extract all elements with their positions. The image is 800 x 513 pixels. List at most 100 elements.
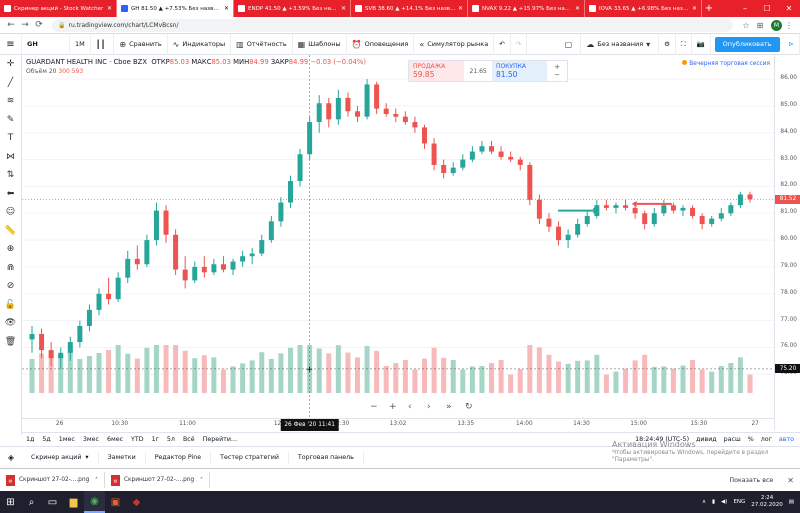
close-tab-icon[interactable]: ✕	[223, 5, 229, 12]
lock-drawing-icon[interactable]: ⊘	[6, 281, 15, 292]
compare-button[interactable]: ⊕ Сравнить	[114, 33, 168, 55]
maximize-icon[interactable]: ☐	[763, 4, 771, 13]
reset-chart-button[interactable]: ↻	[465, 402, 473, 412]
forward-icon[interactable]: →	[21, 20, 29, 30]
eye-icon[interactable]: 👁	[4, 318, 17, 329]
windows-start-icon[interactable]: ⊞	[6, 496, 15, 508]
camera-icon[interactable]: 📷	[692, 33, 711, 55]
bottom-tab[interactable]: Заметки	[99, 451, 146, 464]
new-tab-button[interactable]: +	[704, 3, 714, 14]
redo-icon[interactable]: ↷	[511, 33, 528, 55]
back-arrow-icon[interactable]: ⬅	[6, 188, 15, 199]
price-axis[interactable]: 86.00 85.00 84.00 83.00 82.00 81.00 80.00 79.00…	[774, 55, 800, 430]
undo-icon[interactable]: ↶	[494, 33, 511, 55]
close-tab-icon[interactable]: ✕	[457, 5, 463, 12]
time-axis[interactable]: 2610:3011:0012:0012:3013:0213:3514:0014:…	[22, 418, 774, 431]
ruler-icon[interactable]: 📏	[4, 225, 17, 236]
percent-toggle[interactable]: %	[747, 436, 754, 443]
fullscreen-icon[interactable]: ⛶	[676, 33, 692, 55]
trend-line-icon[interactable]: ╱	[7, 77, 14, 88]
browser-tab[interactable]: NVAX 9.22 ▲ +15.97% Без назван…✕	[468, 0, 585, 17]
quantity-stepper[interactable]: + −	[547, 61, 567, 81]
language-indicator[interactable]: ENG	[733, 499, 746, 505]
pattern-icon[interactable]: ⋈	[6, 151, 15, 162]
notifications-icon[interactable]: ▤	[788, 499, 794, 505]
chart-type-icon[interactable]: ┃┃	[91, 33, 115, 55]
range-button[interactable]: Всё	[182, 436, 195, 443]
close-tab-icon[interactable]: ✕	[106, 5, 112, 12]
volume-icon[interactable]: ◀)	[721, 499, 728, 505]
zoom-out-button[interactable]: −	[370, 402, 378, 412]
range-button[interactable]: 3мес	[82, 436, 99, 443]
close-tab-icon[interactable]: ✕	[691, 5, 697, 12]
range-button[interactable]: 1мес	[58, 436, 75, 443]
scroll-right-button[interactable]: ›	[427, 402, 431, 412]
brush-icon[interactable]: ✎	[6, 114, 15, 125]
prediction-icon[interactable]: ⇅	[6, 170, 15, 181]
alerts-button[interactable]: ⏰ Оповещения	[347, 33, 415, 55]
close-downloads-icon[interactable]: ✕	[787, 475, 794, 485]
bottom-tab[interactable]: Тестер стратегий	[211, 451, 289, 464]
zoom-in-button[interactable]: +	[389, 402, 397, 412]
indicators-button[interactable]: ∿ Индикаторы	[168, 33, 232, 55]
office-icon[interactable]: ▣	[110, 496, 121, 508]
auto-toggle[interactable]: авто	[778, 436, 794, 443]
search-icon[interactable]: ⌕	[28, 496, 35, 508]
range-button[interactable]: Перейти…	[202, 436, 238, 443]
replay-button[interactable]: «Симулятор рынка	[414, 33, 495, 55]
price-chart-svg[interactable]: +− + ‹ ›» ↻	[22, 55, 774, 418]
task-view-icon[interactable]: ▭	[47, 496, 58, 508]
browser-tab[interactable]: ENDP 41.50 ▲ +3.59% Без назван…✕	[234, 0, 351, 17]
templates-button[interactable]: ▦ Шаблоны	[293, 33, 347, 55]
layout-icon[interactable]: ▢	[560, 33, 582, 55]
avatar[interactable]: M	[771, 19, 782, 31]
settings-icon[interactable]: ⚙	[659, 33, 676, 55]
session-indicator[interactable]: Вечерняя торговая сессия	[682, 60, 770, 67]
reload-icon[interactable]: ⟳	[35, 20, 43, 30]
qty-up-button[interactable]: +	[554, 63, 561, 71]
buy-button[interactable]: ПОКУПКА 81.50	[491, 61, 548, 81]
minimize-icon[interactable]: –	[743, 4, 747, 13]
reporting-button[interactable]: ▥ Отчётность	[231, 33, 293, 55]
download-item[interactable]: ▤ Скриншот 27-02-....png ˄	[105, 472, 210, 488]
sell-button[interactable]: ПРОДАЖА 59.85	[409, 61, 465, 81]
log-toggle[interactable]: лог	[760, 436, 772, 443]
browser-tab[interactable]: GH 81.50 ▲ +7.53% Без назван… ✕	[117, 0, 234, 17]
star-icon[interactable]: ☆	[742, 20, 750, 30]
lock-icon[interactable]: 🔓	[4, 299, 17, 310]
qty-down-button[interactable]: −	[554, 71, 561, 79]
extended-toggle[interactable]: расш	[723, 436, 741, 443]
show-all-downloads[interactable]: Показать все	[729, 476, 774, 484]
back-icon[interactable]: ←	[7, 20, 15, 30]
network-icon[interactable]: ▮	[712, 499, 716, 505]
symbol-search-button[interactable]: GH	[22, 33, 70, 55]
dividends-toggle[interactable]: дивид	[696, 436, 717, 443]
acrobat-icon[interactable]: ◆	[132, 496, 141, 508]
url-input[interactable]: 🔒 ru.tradingview.com/chart/LCMvBcsn/	[52, 18, 733, 32]
close-window-icon[interactable]: ✕	[785, 4, 793, 13]
text-icon[interactable]: T	[7, 133, 14, 144]
interval-button[interactable]: 1М	[70, 33, 91, 55]
play-circle-icon[interactable]: ⊳	[784, 33, 800, 55]
browser-tab[interactable]: Скринер акций - Stock Watcher ✕	[0, 0, 117, 17]
scroll-to-end-button[interactable]: »	[446, 402, 452, 412]
range-button[interactable]: 6мес	[106, 436, 124, 443]
chart-pane[interactable]: + − + ‹ ›» ↻ GUARDANT HEALTH INC · Cboe BZX О…	[22, 55, 774, 430]
chevron-up-icon[interactable]: ˄	[95, 476, 98, 484]
magnet-icon[interactable]: ⋒	[6, 262, 15, 273]
zoom-icon[interactable]: ⊕	[6, 244, 15, 255]
bottom-tab[interactable]: Торговая панель	[289, 451, 364, 464]
extensions-icon[interactable]: ⊞	[756, 20, 764, 30]
explorer-icon[interactable]: ▆	[69, 496, 78, 508]
publish-button[interactable]: Опубликовать	[714, 36, 780, 52]
chrome-icon[interactable]: ◉	[84, 491, 105, 513]
range-button[interactable]: 5л	[166, 436, 175, 443]
layout-name-button[interactable]: ☁ Без названия ▾	[581, 33, 660, 55]
trash-icon[interactable]: 🗑	[4, 336, 17, 347]
fib-icon[interactable]: ≋	[6, 96, 15, 107]
hamburger-icon[interactable]: ≡	[0, 33, 22, 55]
emoji-icon[interactable]: ☺	[5, 207, 16, 218]
range-button[interactable]: YTD	[131, 436, 144, 443]
bottom-tab[interactable]: Скринер акций ▾	[22, 451, 99, 464]
bottom-tab[interactable]: Редактор Pine	[146, 451, 212, 464]
